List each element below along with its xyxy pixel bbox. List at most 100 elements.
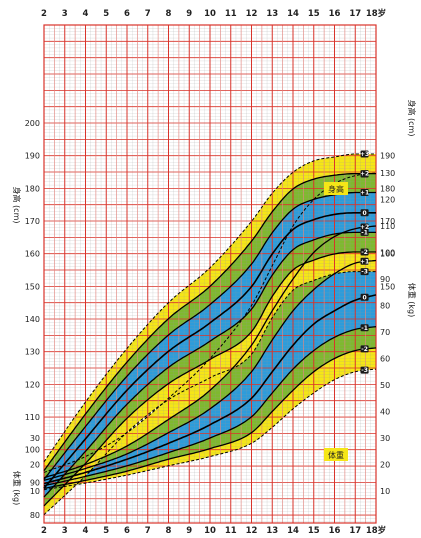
x-tick-label-top: 11 (225, 9, 237, 19)
height-sd-label: +1 (360, 190, 369, 197)
x-tick-label-bottom: 2 (41, 526, 47, 536)
weight-sd-label: -3 (361, 367, 368, 374)
y-tick-label-height-left: 100 (25, 446, 40, 455)
y-tick-label-weight-right: 80 (380, 302, 390, 311)
x-tick-label-bottom: 10 (204, 526, 216, 536)
y-tick-label-height-right: 190 (380, 152, 395, 161)
weight-band-0-to--1 (44, 294, 376, 486)
height-sd-badge (360, 268, 369, 276)
height-sd-badge (360, 170, 369, 178)
y-tick-label-height-left: 160 (25, 250, 40, 259)
x-tick-label-top: 4 (83, 9, 89, 19)
y-tick-label-weight-right: 40 (380, 408, 390, 417)
y-axis-title-weight-right: 体重 (kg) (407, 283, 417, 318)
weight-sd-badge (360, 257, 369, 265)
y-tick-label-height-right: 170 (380, 217, 395, 226)
x-tick-label-bottom: 18岁 (366, 525, 386, 536)
height-line-sd--3 (43, 271, 376, 516)
panel-label-weight-bg (324, 448, 348, 461)
height-sd-label: -3 (361, 269, 368, 276)
x-tick-label-bottom: 3 (62, 526, 68, 536)
height-sd-label: -1 (361, 230, 368, 237)
y-tick-label-height-left: 190 (25, 152, 40, 161)
weight-sd-label: 0 (362, 294, 366, 301)
height-line-sd-0 (43, 212, 376, 489)
height-line-sd-+2 (43, 172, 376, 471)
sd-lines: +3+2+10-1-2-3+3+2+10-1-2-3 (43, 150, 377, 516)
weight-sd-label: -1 (361, 325, 368, 332)
weight-line-sd--2 (43, 347, 377, 490)
y-tick-label-height-right: 150 (380, 282, 395, 291)
x-tick-label-top: 5 (103, 9, 109, 19)
y-axis-title-weight-left: 体重 (kg) (12, 471, 22, 506)
x-tick-label-bottom: 14 (287, 526, 299, 536)
weight-sd-badge (360, 223, 369, 231)
y-tick-label-height-left: 110 (25, 413, 40, 422)
weight-band--2-to--3 (44, 347, 376, 490)
height-sd-label: 0 (362, 210, 366, 217)
panel-label-weight: 体重 (328, 450, 344, 460)
x-tick-label-bottom: 7 (145, 526, 151, 536)
y-axis-title-height-right: 身高 (cm) (407, 100, 417, 137)
x-tick-label-top: 6 (124, 9, 130, 19)
height-sd-label: +2 (360, 171, 369, 178)
y-tick-label-height-left: 140 (25, 315, 40, 324)
y-tick-label-weight-right: 60 (380, 355, 390, 364)
height-line-sd--2 (43, 251, 376, 507)
y-tick-label-weight-right: 30 (380, 434, 390, 443)
y-tick-label-weight-left: 20 (30, 461, 40, 470)
y-tick-label-height-left: 90 (30, 478, 40, 487)
y-tick-label-height-left: 170 (25, 217, 40, 226)
weight-sd-label: +1 (360, 258, 369, 265)
height-sd-label: +3 (360, 151, 369, 158)
x-tick-label-bottom: 5 (103, 526, 109, 536)
weight-sd-badge (360, 345, 369, 353)
labels: 2 2 3 3 4 4 5 5 6 6 7 7 8 8 9 9 10 10 11 11 12 12 13 13 14 14 15 15… (12, 8, 417, 536)
weight-line-sd--1 (43, 326, 377, 487)
x-tick-label-bottom: 11 (225, 526, 237, 536)
x-tick-label-top: 13 (266, 9, 278, 19)
weight-line-sd-+2 (43, 225, 377, 479)
x-tick-label-top: 2 (41, 9, 47, 19)
height-sd-badge (360, 189, 369, 197)
x-tick-label-bottom: 17 (349, 526, 361, 536)
height-sd-badge (360, 209, 369, 217)
height-sd-label: -2 (361, 249, 368, 256)
grid (43, 24, 377, 524)
weight-sd-badge (360, 293, 369, 301)
x-tick-label-top: 7 (145, 9, 151, 19)
x-tick-label-bottom: 16 (329, 526, 341, 536)
panel-label-height: 身高 (328, 184, 344, 194)
x-tick-label-top: 10 (204, 9, 216, 19)
x-tick-label-bottom: 9 (186, 526, 192, 536)
panel-label-height-bg (324, 182, 348, 195)
plot-frame (43, 24, 377, 524)
x-tick-label-top: 3 (62, 9, 68, 19)
x-tick-label-top: 14 (287, 9, 299, 19)
y-tick-label-weight-right: 90 (380, 275, 390, 284)
y-tick-label-weight-right: 130 (380, 169, 395, 178)
x-tick-label-bottom: 12 (246, 526, 258, 536)
weight-line-sd-0 (43, 294, 377, 485)
weight-band--1-to--2 (44, 326, 376, 489)
y-tick-label-weight-right: 100 (380, 249, 395, 258)
height-sd-badge (360, 248, 369, 256)
x-tick-label-bottom: 8 (166, 526, 172, 536)
x-tick-label-bottom: 6 (124, 526, 130, 536)
y-tick-label-height-left: 180 (25, 184, 40, 193)
y-axis-title-height-left: 身高 (cm) (12, 187, 22, 224)
y-tick-label-height-left: 200 (25, 119, 40, 128)
y-tick-label-height-right: 180 (380, 184, 395, 193)
x-tick-label-top: 16 (329, 9, 341, 19)
y-tick-label-height-left: 80 (30, 511, 40, 520)
y-tick-label-height-left: 130 (25, 348, 40, 357)
weight-sd-badge (360, 366, 369, 374)
y-tick-label-height-right: 160 (380, 250, 395, 259)
weight-line-sd--3 (43, 368, 377, 491)
height-line-sd-+1 (43, 191, 376, 480)
y-tick-label-weight-right: 10 (380, 487, 390, 496)
x-tick-label-bottom: 15 (308, 526, 320, 536)
height-line-sd-+3 (43, 153, 376, 462)
weight-sd-label: -2 (361, 346, 368, 353)
